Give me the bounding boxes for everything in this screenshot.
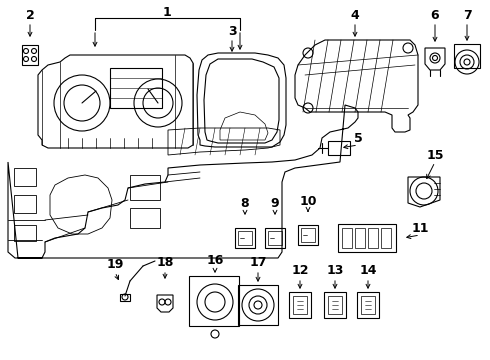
Text: 3: 3: [228, 24, 236, 37]
Bar: [361, 296, 375, 314]
Bar: [338, 224, 396, 252]
Text: 17: 17: [249, 256, 267, 270]
Text: 6: 6: [431, 9, 440, 22]
Bar: [324, 292, 346, 318]
Text: 14: 14: [359, 265, 377, 278]
Text: 7: 7: [463, 9, 471, 22]
Bar: [381, 228, 391, 248]
Text: 4: 4: [351, 9, 359, 22]
Bar: [14, 168, 36, 186]
Text: 2: 2: [25, 9, 34, 22]
Bar: [14, 195, 36, 213]
Text: 5: 5: [354, 131, 363, 144]
Bar: [301, 228, 315, 242]
Bar: [268, 231, 282, 245]
Text: 10: 10: [299, 194, 317, 207]
Bar: [130, 208, 160, 228]
Text: 9: 9: [270, 197, 279, 210]
Bar: [238, 231, 252, 245]
Bar: [235, 228, 255, 248]
Bar: [130, 175, 160, 200]
Bar: [14, 225, 36, 241]
Bar: [368, 228, 378, 248]
Text: 15: 15: [426, 149, 444, 162]
Text: 8: 8: [241, 197, 249, 210]
Bar: [22, 45, 38, 65]
Text: 11: 11: [411, 221, 429, 234]
Text: 16: 16: [206, 255, 224, 267]
Bar: [355, 228, 365, 248]
Text: 19: 19: [106, 258, 123, 271]
Text: 13: 13: [326, 265, 343, 278]
Bar: [293, 296, 307, 314]
Bar: [189, 276, 239, 326]
Text: 12: 12: [291, 265, 309, 278]
Bar: [298, 225, 318, 245]
Bar: [289, 292, 311, 318]
Bar: [328, 296, 342, 314]
Bar: [328, 141, 350, 155]
Bar: [342, 228, 352, 248]
Bar: [357, 292, 379, 318]
Bar: [110, 68, 162, 108]
Text: 1: 1: [163, 5, 172, 18]
Bar: [238, 285, 278, 325]
Text: 18: 18: [156, 256, 173, 270]
Bar: [265, 228, 285, 248]
